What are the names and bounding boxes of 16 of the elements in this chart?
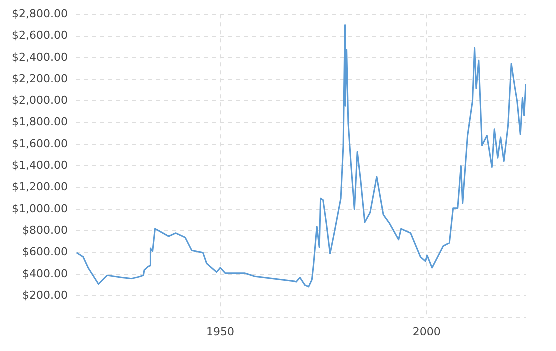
y-tick-label: $1,600.00 (12, 137, 68, 150)
y-tick-label: $1,800.00 (12, 116, 68, 129)
x-tick-label: 1950 (206, 325, 234, 338)
y-tick-label: $2,600.00 (12, 29, 68, 42)
y-tick-label: $1,000.00 (12, 202, 68, 216)
y-tick-label: $2,400.00 (12, 50, 68, 64)
y-tick-label: $2,000.00 (12, 94, 68, 108)
y-tick-label: $400.00 (22, 267, 68, 280)
y-tick-label: $800.00 (22, 224, 68, 238)
y-tick-label: $1,200.00 (12, 180, 68, 194)
y-tick-label: $1,400.00 (12, 159, 68, 172)
x-tick-label: 2000 (412, 325, 441, 338)
y-tick-label: $2,200.00 (12, 72, 68, 86)
y-tick-label: $600.00 (22, 246, 68, 259)
y-tick-label: $200.00 (22, 289, 68, 302)
y-tick-label: $2,800.00 (12, 7, 68, 20)
